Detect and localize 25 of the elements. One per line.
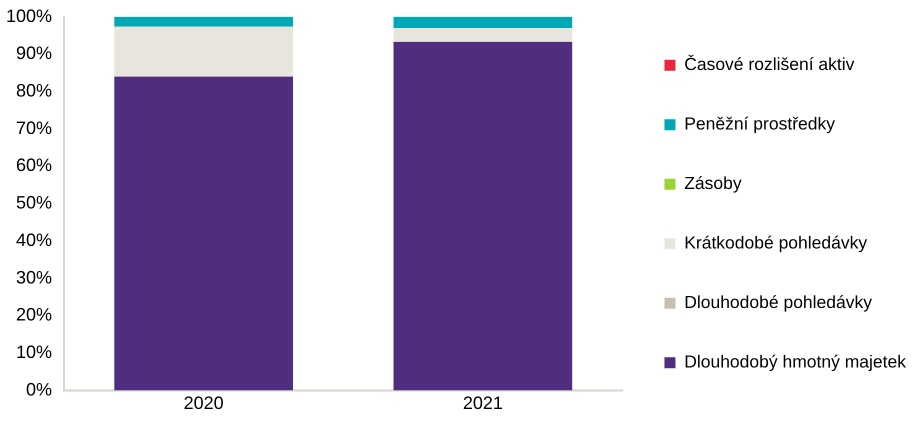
- y-tick-label: 30%: [16, 267, 52, 288]
- bar: [394, 42, 572, 390]
- legend-label: Peněžní prostředky: [684, 114, 836, 134]
- y-tick-label: 80%: [16, 80, 52, 100]
- y-tick-label: 70%: [16, 118, 52, 138]
- legend-label: Dlouhodobé pohledávky: [684, 292, 872, 312]
- y-tick-label: 40%: [16, 230, 52, 250]
- x-tick-label: 2020: [184, 393, 224, 414]
- legend-label: Časové rozlišení aktiv: [684, 54, 855, 74]
- y-tick-label: 90%: [16, 43, 52, 64]
- y-tick-label: 100%: [6, 6, 52, 26]
- x-tick-label: 2021: [462, 393, 503, 414]
- bar: [114, 26, 293, 77]
- bar: [114, 76, 293, 390]
- legend-label: Dlouhodobý hmotný majetek: [684, 352, 906, 372]
- y-tick-label: 0%: [26, 379, 52, 400]
- y-tick-label: 10%: [16, 342, 52, 362]
- bar: [394, 16, 572, 28]
- bar: [394, 28, 572, 42]
- bar: [114, 16, 293, 27]
- legend-label: Krátkodobé pohledávky: [684, 232, 868, 253]
- legend-label: Zásoby: [684, 173, 742, 194]
- y-tick-label: 60%: [16, 155, 52, 176]
- y-tick-label: 50%: [16, 192, 52, 213]
- y-tick-label: 20%: [16, 304, 52, 325]
